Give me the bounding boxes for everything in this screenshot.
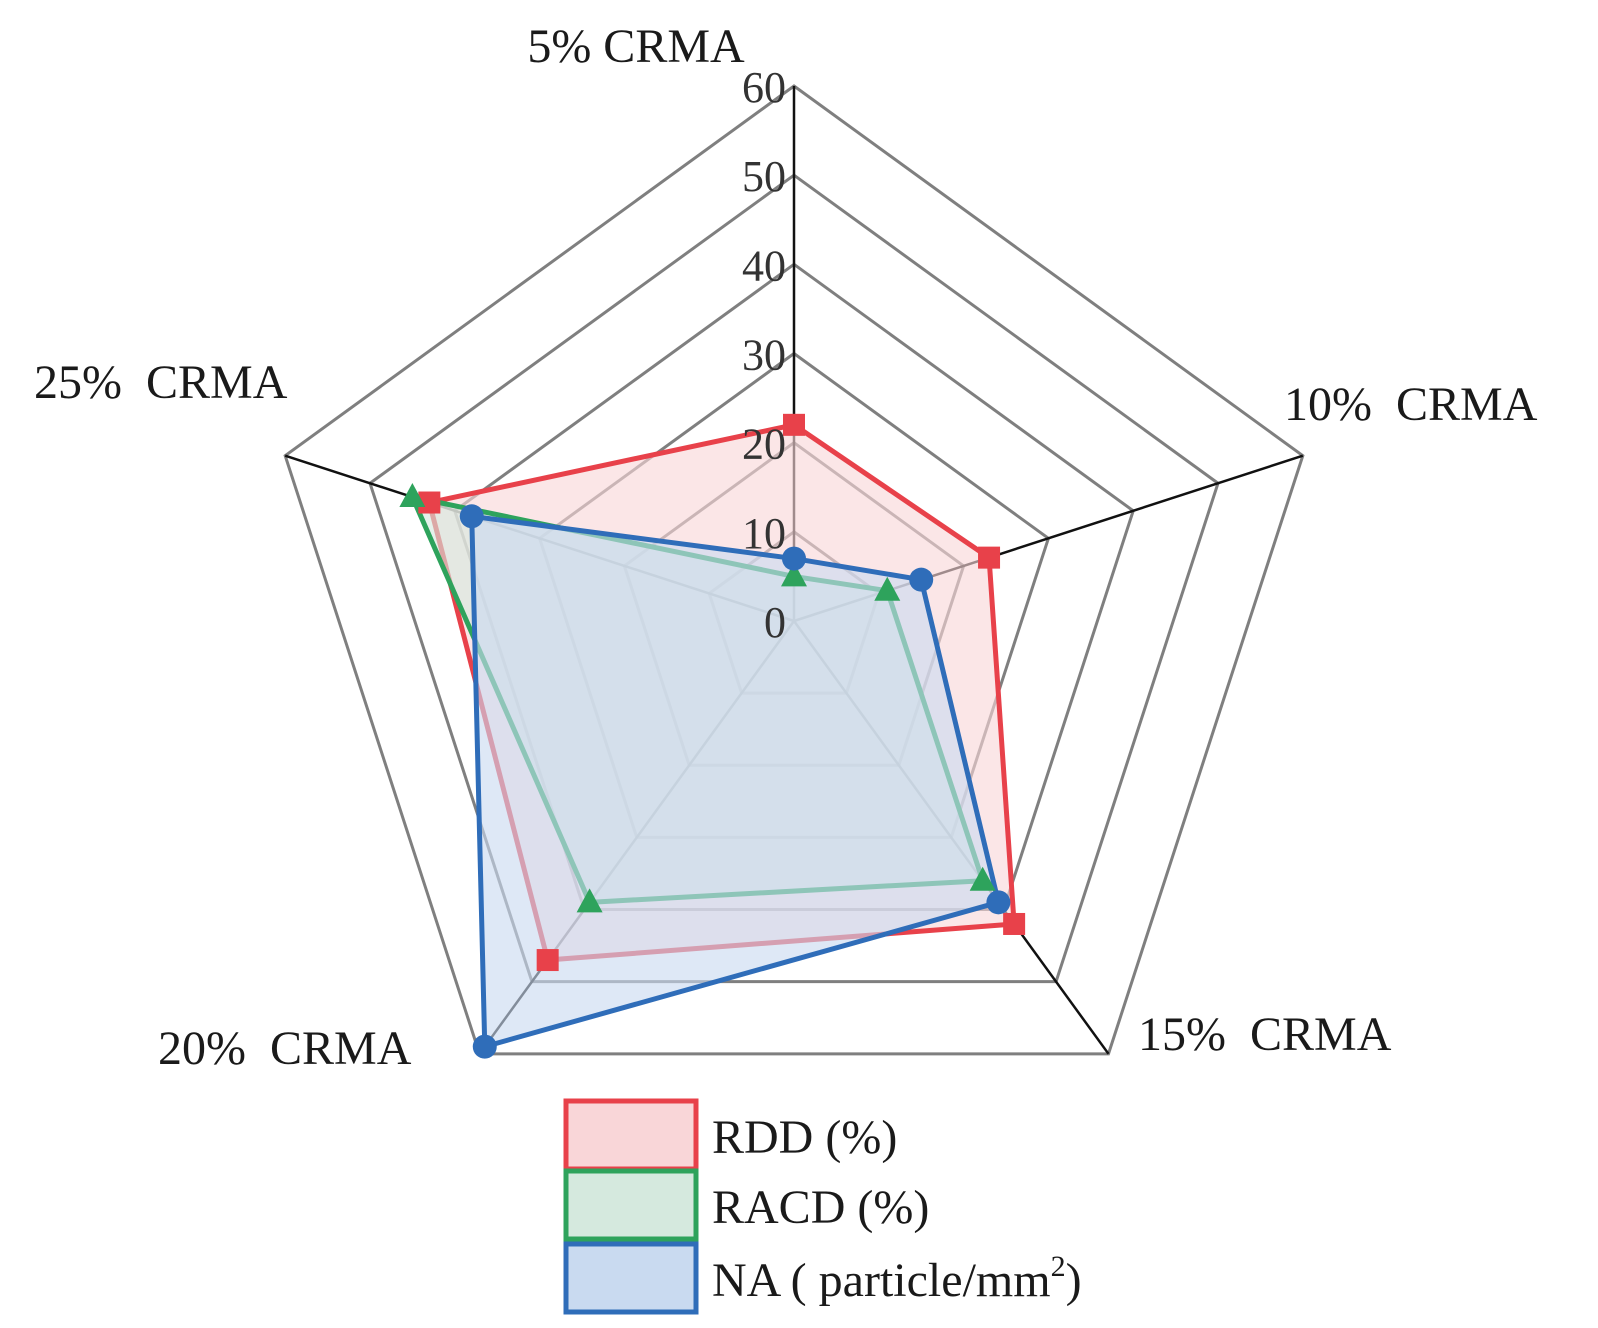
legend-swatch-na [563,1241,699,1315]
data-point-s1-c1 [874,576,901,601]
data-point-s0-c4 [418,491,441,514]
data-point-s2-c3 [472,1034,497,1059]
category-label-20pct: 20% CRMA [158,1022,412,1075]
data-point-s2-c1 [909,567,934,592]
data-point-s1-c3 [576,888,603,913]
legend-label-racd: RACD (%) [712,1181,929,1234]
data-point-s0-c2 [1003,912,1026,935]
data-point-s0-c3 [536,949,559,972]
series-area-2 [469,513,1001,1050]
legend-label-na: NA ( particle/mm2) [712,1250,1082,1307]
legend-label-na-superscript: 2 [1051,1250,1066,1283]
radar-series [409,422,1017,1050]
grid-ring-50 [368,173,1220,984]
legend-label-na-main: NA ( particle/mm [712,1254,1051,1307]
data-point-s2-c2 [986,890,1011,915]
category-label-10pct: 10% CRMA [1284,378,1538,431]
data-point-s1-c4 [399,483,426,508]
legend-label-na-suffix: ) [1066,1254,1082,1307]
legend-label-rdd: RDD (%) [712,1111,897,1164]
tick-label-0: 0 [764,598,786,647]
data-point-s1-c2 [969,866,996,891]
radar-tick-labels: 0 10 20 30 40 50 60 [742,63,786,647]
radar-markers [399,413,1026,1059]
legend-swatch-racd [563,1168,699,1242]
tick-label-10: 10 [742,509,786,558]
data-point-s2-c4 [459,504,484,529]
legend: RDD (%) RACD (%) NA ( particle/mm2) [563,1098,1082,1315]
tick-label-60: 60 [742,63,786,112]
data-point-s0-c0 [783,413,805,436]
data-point-s2-c0 [782,546,806,571]
tick-label-40: 40 [742,241,786,290]
category-label-5pct: 5% CRMA [527,20,745,73]
category-label-25pct: 25% CRMA [34,356,288,409]
legend-swatch-rdd [563,1098,699,1172]
tick-label-20: 20 [742,420,786,469]
data-point-s1-c0 [781,562,807,587]
tick-label-50: 50 [742,152,786,201]
category-label-15pct: 15% CRMA [1138,1008,1392,1061]
data-point-s0-c1 [978,546,1001,569]
grid-ring-60 [283,84,1305,1056]
tick-label-30: 30 [742,331,786,380]
